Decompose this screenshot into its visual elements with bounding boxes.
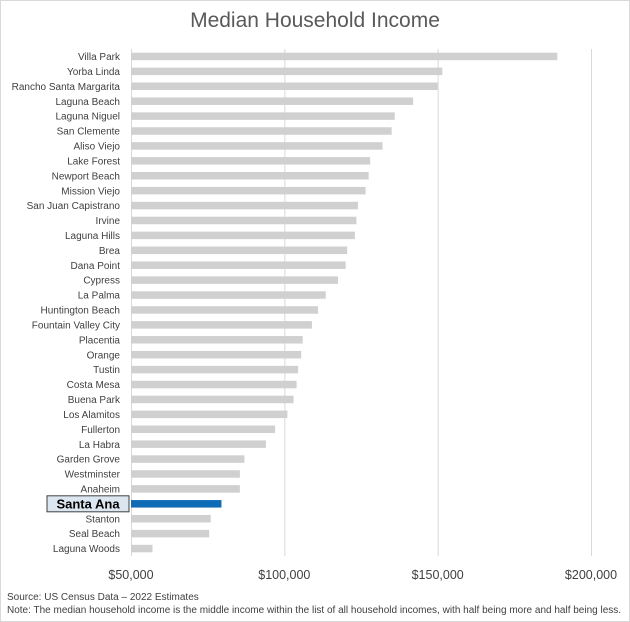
category-label-anaheim: Anaheim bbox=[81, 484, 120, 495]
footnote: Note: The median household income is the… bbox=[7, 605, 622, 616]
category-label-huntington-beach: Huntington Beach bbox=[40, 306, 120, 317]
bar-fullerton bbox=[131, 425, 276, 433]
category-label-san-clemente: San Clemente bbox=[57, 127, 121, 138]
category-label-laguna-beach: Laguna Beach bbox=[55, 97, 120, 108]
bar-brea bbox=[131, 246, 348, 255]
category-label-fountain-valley-city: Fountain Valley City bbox=[32, 320, 120, 331]
category-label-yorba-linda: Yorba Linda bbox=[67, 67, 120, 78]
category-label-tustin: Tustin bbox=[93, 365, 120, 376]
category-label-san-juan-capistrano: San Juan Capistrano bbox=[27, 201, 121, 212]
category-label-garden-grove: Garden Grove bbox=[57, 455, 121, 466]
category-label-newport-beach: Newport Beach bbox=[52, 171, 120, 182]
bar-mission-viejo bbox=[131, 186, 366, 195]
category-label-santa-ana: Santa Ana bbox=[56, 496, 120, 511]
bar-stanton bbox=[131, 514, 211, 523]
bar-buena-park bbox=[131, 395, 294, 404]
bar-huntington-beach bbox=[131, 306, 319, 314]
category-label-fullerton: Fullerton bbox=[81, 425, 120, 436]
category-label-mission-viejo: Mission Viejo bbox=[61, 186, 120, 197]
bar-laguna-hills bbox=[131, 231, 355, 240]
category-label-irvine: Irvine bbox=[96, 216, 121, 227]
category-label-laguna-niguel: Laguna Niguel bbox=[56, 112, 121, 123]
category-label-dana-point: Dana Point bbox=[71, 261, 121, 272]
category-label-laguna-woods: Laguna Woods bbox=[53, 544, 120, 555]
category-label-laguna-hills: Laguna Hills bbox=[65, 231, 120, 242]
category-label-rancho-santa-margarita: Rancho Santa Margarita bbox=[12, 82, 121, 93]
bar-yorba-linda bbox=[131, 67, 443, 76]
bar-orange bbox=[131, 350, 302, 359]
bar-la-palma bbox=[131, 291, 326, 299]
category-label-placentia: Placentia bbox=[79, 335, 121, 346]
bar-costa-mesa bbox=[131, 380, 297, 389]
category-label-aliso-viejo: Aliso Viejo bbox=[73, 142, 120, 153]
category-label-costa-mesa: Costa Mesa bbox=[67, 380, 121, 391]
source-note: Source: US Census Data – 2022 Estimates bbox=[7, 592, 199, 603]
category-label-los-alamitos: Los Alamitos bbox=[63, 410, 120, 421]
bar-fountain-valley-city bbox=[131, 321, 312, 329]
category-label-buena-park: Buena Park bbox=[68, 395, 121, 406]
category-label-la-palma: La Palma bbox=[78, 291, 121, 302]
bar-tustin bbox=[131, 365, 299, 374]
bar-laguna-woods bbox=[131, 544, 153, 553]
category-label-seal-beach: Seal Beach bbox=[69, 529, 120, 540]
bar-dana-point bbox=[131, 261, 346, 269]
bar-seal-beach bbox=[131, 529, 210, 538]
bar-aliso-viejo bbox=[131, 142, 383, 150]
category-label-stanton: Stanton bbox=[86, 514, 120, 525]
category-label-la-habra: La Habra bbox=[79, 440, 121, 451]
x-tick-label-1: $100,000 bbox=[258, 568, 310, 582]
category-label-westminster: Westminster bbox=[65, 470, 121, 481]
bar-san-clemente bbox=[131, 127, 392, 135]
bar-garden-grove bbox=[131, 455, 245, 463]
category-label-brea: Brea bbox=[99, 246, 121, 257]
bar-lake-forest bbox=[131, 157, 371, 165]
bar-laguna-niguel bbox=[131, 112, 395, 120]
bar-rancho-santa-margarita bbox=[131, 82, 438, 91]
bar-placentia bbox=[131, 336, 303, 344]
highlight-label-box bbox=[46, 495, 130, 513]
x-tick-label-2: $150,000 bbox=[412, 568, 464, 582]
bar-anaheim bbox=[131, 485, 240, 493]
bar-villa-park bbox=[131, 52, 558, 61]
bar-laguna-beach bbox=[131, 97, 414, 105]
category-label-villa-park: Villa Park bbox=[78, 52, 121, 63]
bar-los-alamitos bbox=[131, 410, 288, 419]
category-label-cypress: Cypress bbox=[83, 276, 120, 287]
category-label-orange: Orange bbox=[87, 350, 121, 361]
x-tick-label-3: $200,000 bbox=[565, 568, 617, 582]
chart-title: Median Household Income bbox=[190, 9, 440, 32]
category-label-lake-forest: Lake Forest bbox=[67, 156, 120, 167]
bar-san-juan-capistrano bbox=[131, 201, 358, 210]
x-tick-label-0: $50,000 bbox=[108, 568, 153, 582]
bar-cypress bbox=[131, 276, 338, 284]
bar-westminster bbox=[131, 470, 240, 478]
bar-newport-beach bbox=[131, 172, 369, 180]
bar-santa-ana bbox=[131, 500, 222, 508]
bar-irvine bbox=[131, 216, 357, 225]
bar-la-habra bbox=[131, 440, 266, 448]
